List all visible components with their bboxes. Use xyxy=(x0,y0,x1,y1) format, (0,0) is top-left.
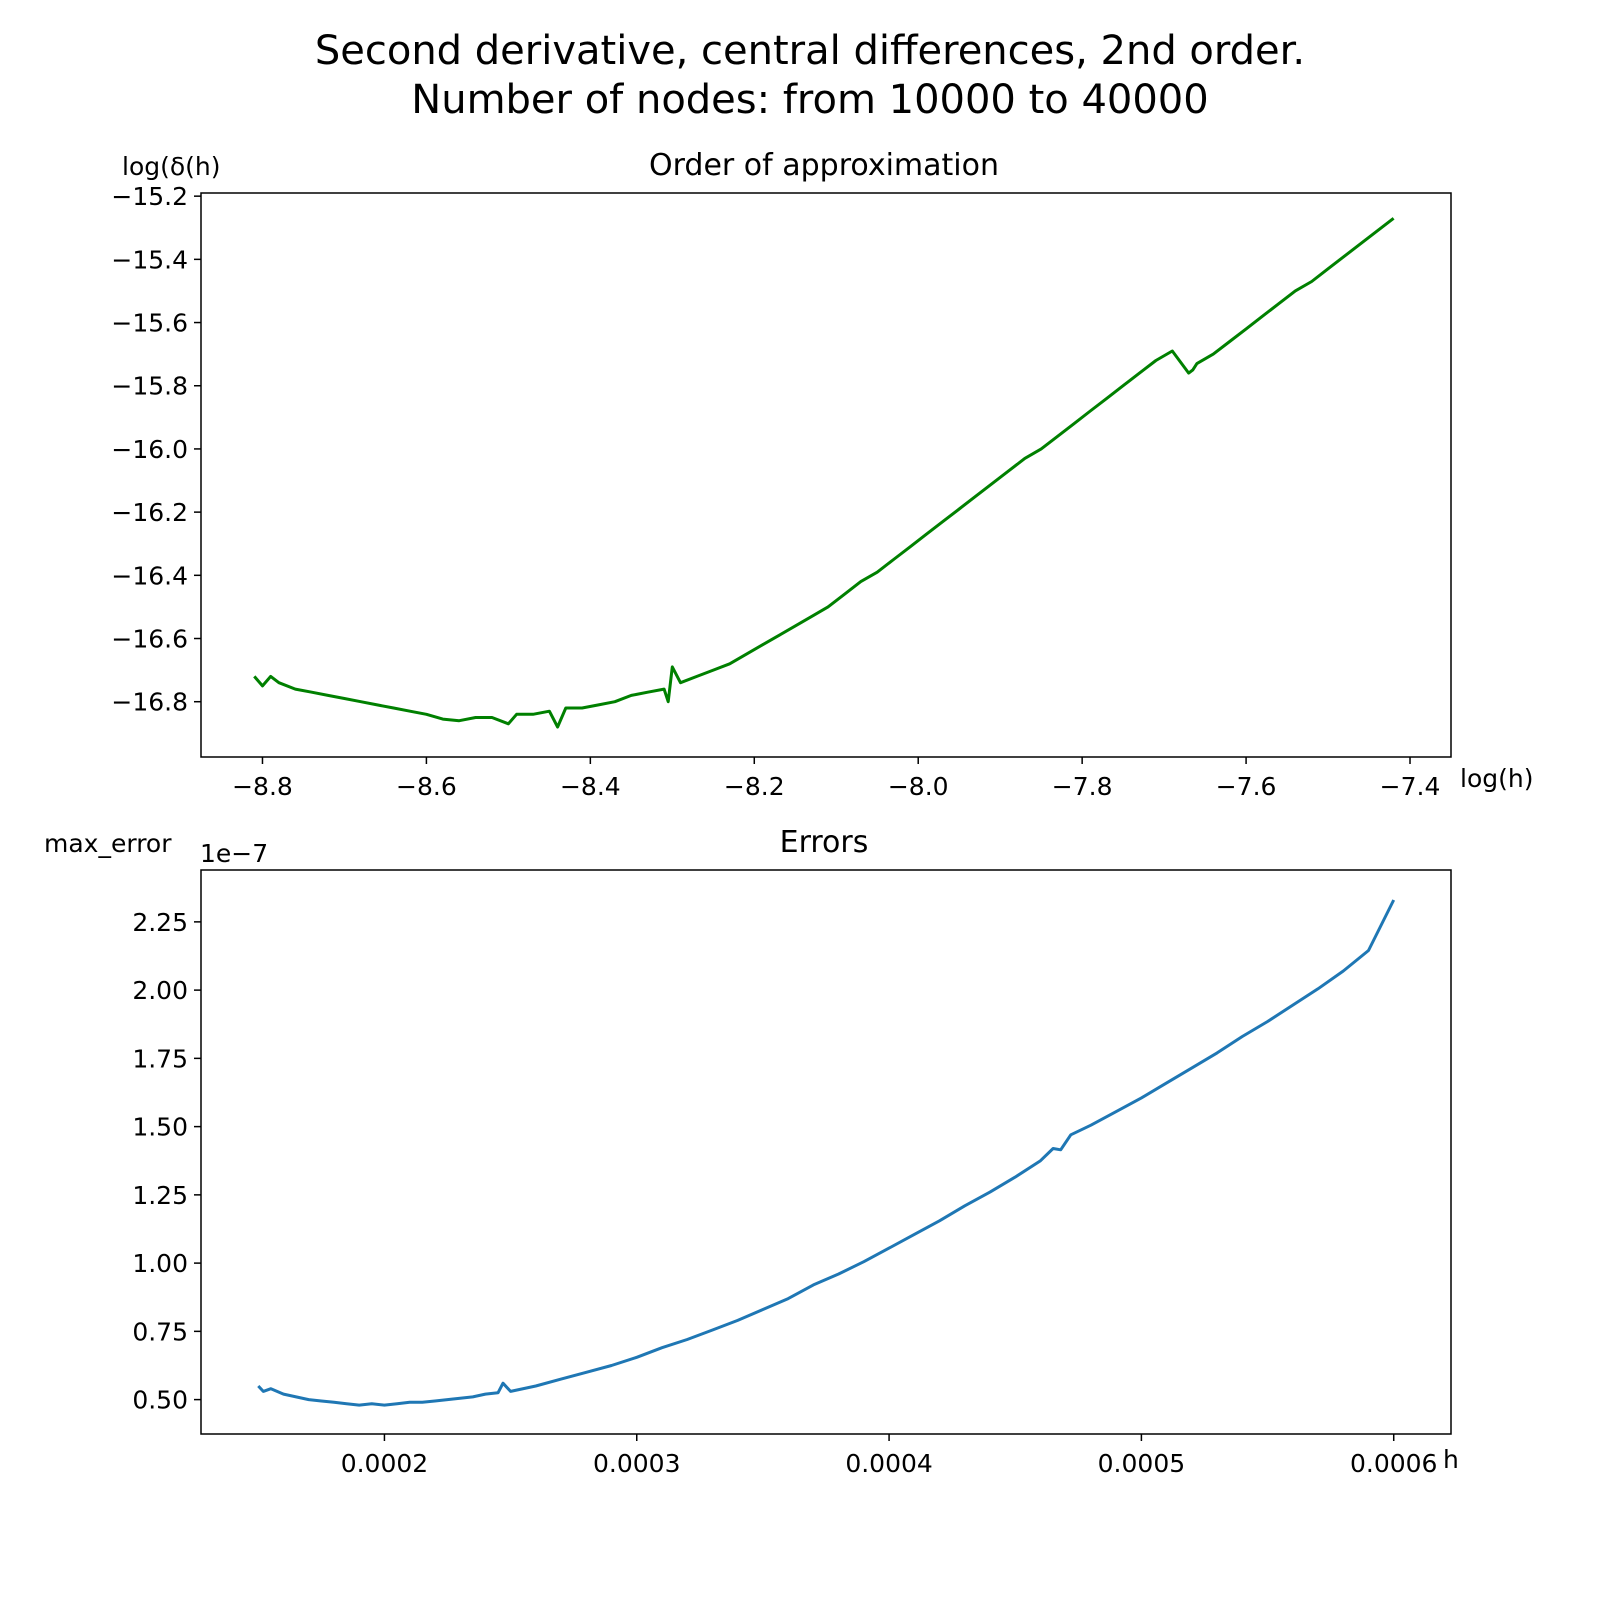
errors-plot-ticks: 0.0002 0.0003 0.0004 0.0005 0.0006 0.50 0.75 1.… xyxy=(132,908,1437,1478)
order-plot-ticks: −8.8 −8.6 −8.4 −8.2 −8.0 −7.8 −7.6 −7.4 −15.2 −15… xyxy=(111,182,1440,801)
errors-plot-series-line xyxy=(257,899,1396,1407)
order-plot-ytick-label: −16.4 xyxy=(111,561,188,590)
order-plot-ytick-label: −16.0 xyxy=(111,435,188,464)
errors-plot-frame xyxy=(200,869,1452,1435)
order-plot-series-line xyxy=(253,217,1395,729)
order-plot-xtick-label: −7.6 xyxy=(1216,772,1277,801)
order-plot-xtick-label: −7.4 xyxy=(1380,772,1441,801)
errors-plot-ytick-label: 2.00 xyxy=(132,976,188,1005)
order-plot-ytick-label: −16.6 xyxy=(111,625,188,654)
errors-plot-title: Errors xyxy=(780,825,869,860)
order-plot-xtick-label: −8.2 xyxy=(724,772,785,801)
order-plot-ytick-label: −16.8 xyxy=(111,688,188,717)
errors-plot-xtick-label: 0.0006 xyxy=(1350,1449,1437,1478)
order-plot-ytick-label: −15.6 xyxy=(111,309,188,338)
errors-plot-xtick-label: 0.0005 xyxy=(1098,1449,1185,1478)
order-plot-frame xyxy=(200,192,1452,758)
order-plot-xlabel: log(h) xyxy=(1460,764,1533,793)
errors-plot-offset-label: 1e−7 xyxy=(200,839,268,868)
errors-plot-ytick-label: 1.50 xyxy=(132,1113,188,1142)
figure-title-line1: Second derivative, central differences, … xyxy=(315,28,1305,74)
figure-title-line2: Number of nodes: from 10000 to 40000 xyxy=(411,77,1208,123)
errors-plot-xtick-label: 0.0002 xyxy=(341,1449,428,1478)
order-plot-ytick-label: −16.2 xyxy=(111,498,188,527)
order-plot-title: Order of approximation xyxy=(649,148,999,183)
errors-plot-ytick-label: 0.50 xyxy=(132,1386,188,1415)
order-plot-xtick-label: −8.6 xyxy=(396,772,457,801)
order-plot-xtick-label: −8.0 xyxy=(888,772,949,801)
errors-plot-ylabel: max_error xyxy=(44,829,172,858)
order-plot-xtick-label: −8.4 xyxy=(560,772,621,801)
order-plot-ytick-label: −15.2 xyxy=(111,182,188,211)
order-plot-ylabel: log(δ(h) xyxy=(122,152,221,181)
errors-plot-ytick-label: 1.00 xyxy=(132,1249,188,1278)
order-plot-xtick-label: −7.8 xyxy=(1052,772,1113,801)
errors-plot: Errors max_error 1e−7 h 0.0002 0.0003 0.00… xyxy=(44,825,1459,1478)
order-of-approximation-plot: Order of approximation log(δ(h) log(h) −… xyxy=(111,148,1533,801)
errors-plot-xtick-label: 0.0004 xyxy=(845,1449,932,1478)
errors-plot-ytick-label: 2.25 xyxy=(132,908,188,937)
errors-plot-ytick-label: 1.75 xyxy=(132,1044,188,1073)
errors-plot-xlabel: h xyxy=(1443,1445,1459,1474)
order-plot-ytick-label: −15.8 xyxy=(111,372,188,401)
errors-plot-xtick-label: 0.0003 xyxy=(593,1449,680,1478)
errors-plot-ytick-label: 1.25 xyxy=(132,1181,188,1210)
errors-plot-ytick-label: 0.75 xyxy=(132,1317,188,1346)
order-plot-ytick-label: −15.4 xyxy=(111,245,188,274)
order-plot-xtick-label: −8.8 xyxy=(232,772,293,801)
